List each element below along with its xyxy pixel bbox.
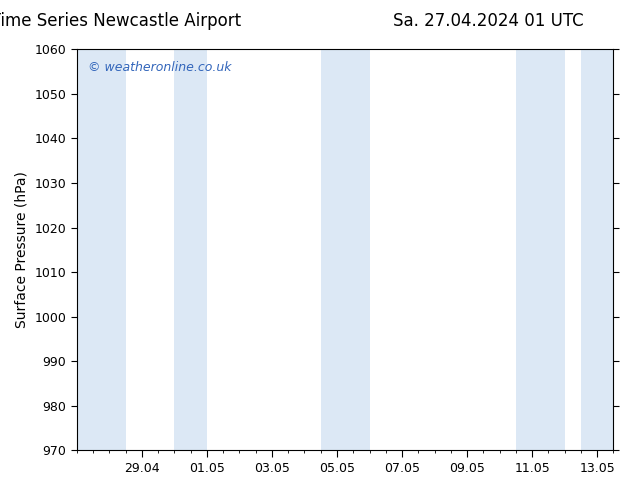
Text: Sa. 27.04.2024 01 UTC: Sa. 27.04.2024 01 UTC bbox=[393, 12, 584, 30]
Bar bbox=[581, 49, 614, 450]
Text: ECMW-ENS Time Series Newcastle Airport: ECMW-ENS Time Series Newcastle Airport bbox=[0, 12, 241, 30]
Bar bbox=[321, 49, 370, 450]
Bar bbox=[516, 49, 565, 450]
Bar bbox=[174, 49, 207, 450]
Y-axis label: Surface Pressure (hPa): Surface Pressure (hPa) bbox=[15, 172, 29, 328]
Bar bbox=[77, 49, 126, 450]
Text: © weatheronline.co.uk: © weatheronline.co.uk bbox=[87, 61, 231, 74]
